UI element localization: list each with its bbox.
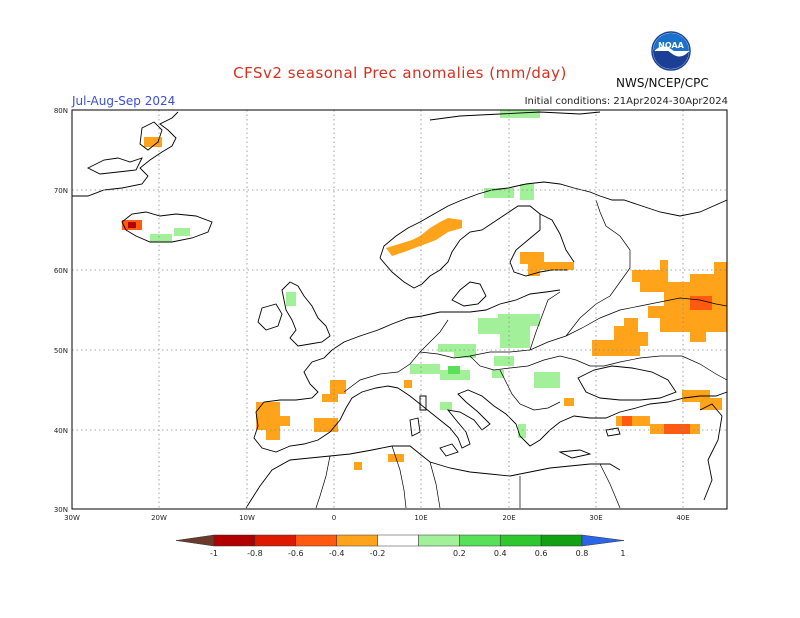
map-title: CFSv2 seasonal Prec anomalies (mm/day) [233, 64, 567, 82]
anomaly-spain-north [322, 394, 338, 402]
colorbar-label: -0.8 [247, 549, 263, 558]
anomaly-ukraine [592, 318, 648, 356]
borders [343, 199, 728, 411]
graticule [72, 110, 727, 509]
anomaly-turkey-east-spot-2 [664, 424, 690, 434]
initial-conditions-label: Initial conditions: 21Apr2024-30Apr2024 [524, 96, 728, 107]
lon-label: 20W [151, 514, 167, 522]
colorbar-arrow-high [581, 534, 625, 547]
anomaly-shading [122, 110, 727, 470]
colorbar-label: 0.2 [453, 549, 466, 558]
season-label: Jul-Aug-Sep 2024 [72, 94, 176, 108]
anomaly-tunisia [354, 462, 362, 470]
noaa-logo-icon: NOAA [651, 31, 691, 71]
lon-label: 20E [502, 514, 515, 522]
coast-black-sea [577, 365, 677, 401]
colorbar-label: -0.4 [329, 549, 345, 558]
anomaly-france [330, 380, 346, 394]
anomaly-austria [410, 364, 470, 380]
colorbar-swatch [336, 534, 378, 547]
colorbar-label: -1 [210, 549, 218, 558]
anomaly-iceland-south [150, 234, 172, 242]
anomaly-iceland-se [174, 228, 190, 236]
colorbar-swatch [254, 534, 297, 547]
lon-label: 40E [676, 514, 689, 522]
colorbar-label: 1 [620, 549, 625, 558]
lat-label: 50N [54, 347, 68, 355]
colorbar-swatch [540, 534, 583, 547]
colorbar-swatch [499, 534, 542, 547]
anomaly-balkans [518, 424, 526, 438]
anomaly-caucasus [682, 390, 722, 410]
colorbar-arrow-low [175, 534, 215, 547]
anomaly-slovakia [492, 370, 504, 378]
coast-ireland [257, 303, 283, 331]
colorbar-label: 0.6 [535, 549, 548, 558]
lon-label: 0 [332, 514, 336, 522]
anomaly-iberia [256, 402, 290, 440]
colorbar-label: 0.4 [494, 549, 507, 558]
anomaly-iceland-west-core [128, 222, 136, 228]
anomaly-germany-czech [438, 344, 476, 358]
colorbar-swatch [418, 534, 460, 547]
colorbar-swatch [295, 534, 337, 547]
colorbar: -1 -0.8 -0.6 -0.4 -0.2 0.2 0.4 0.6 0.8 1 [175, 534, 625, 558]
svg-text:NOAA: NOAA [658, 41, 684, 50]
lon-label: 30W [64, 514, 80, 522]
anomaly-western-russia [632, 260, 727, 342]
anomaly-scotland [286, 292, 296, 306]
anomaly-kola [520, 184, 534, 200]
anomaly-svalbard [144, 137, 162, 147]
lon-label: 10E [414, 514, 427, 522]
lat-label: 60N [54, 267, 68, 275]
coast-svalbard [139, 121, 163, 151]
colorbar-label: -0.2 [370, 549, 386, 558]
anomaly-romania [534, 372, 560, 388]
colorbar-label: -0.6 [288, 549, 304, 558]
anomaly-turkey-east-spot-1 [622, 416, 632, 426]
coast-britain [281, 281, 331, 347]
lon-label: 10W [239, 514, 255, 522]
anomaly-western-russia-core [690, 296, 712, 310]
lat-label: 40N [54, 427, 68, 435]
colorbar-swatch [377, 534, 419, 547]
lat-label: 80N [54, 107, 68, 115]
agency-label: NWS/NCEP/CPC [616, 76, 709, 90]
colorbar-label: 0.8 [576, 549, 589, 558]
coast-continent [331, 289, 561, 351]
lon-label: 30E [589, 514, 602, 522]
anomaly-norway [386, 218, 462, 256]
anomaly-barents [500, 110, 540, 118]
anomaly-iberia-east [314, 418, 338, 432]
anomaly-turkey-west [564, 398, 574, 406]
lat-label: 70N [54, 187, 68, 195]
colorbar-swatch [213, 534, 256, 547]
anomaly-alps [404, 380, 412, 388]
lat-label: 30N [54, 506, 68, 514]
coast-scandinavia [379, 181, 728, 259]
coast-greenland [72, 111, 179, 197]
anomaly-austria-core [448, 366, 460, 374]
coast-north-africa [245, 445, 621, 509]
colorbar-swatch [459, 534, 501, 547]
anomaly-scandinavia-north [484, 188, 514, 198]
coast-iceland [121, 211, 213, 243]
anomaly-hungary [494, 356, 514, 366]
map-frame [71, 109, 728, 510]
anomaly-italy [440, 402, 452, 410]
